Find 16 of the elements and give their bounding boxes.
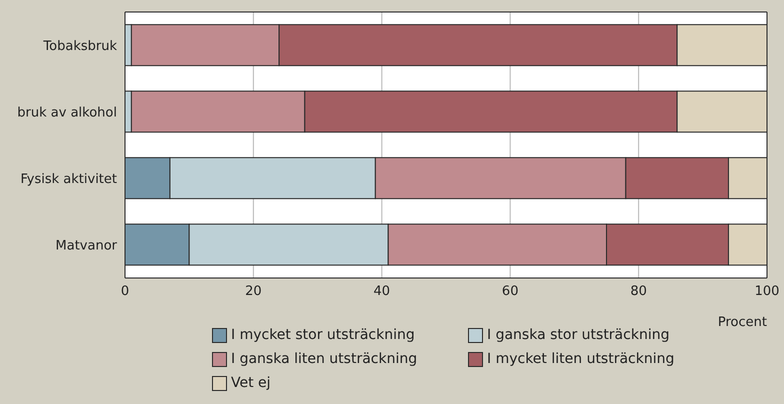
y-tick-label: Fysisk aktivitet: [20, 172, 117, 187]
x-tick-label: 40: [374, 284, 390, 300]
y-tick-label: Matvanor: [56, 238, 118, 254]
x-tick-label: 20: [245, 284, 262, 300]
x-axis-title: Procent: [718, 315, 767, 330]
legend-label: I ganska liten utsträckning: [231, 351, 418, 367]
x-tick-label: 100: [754, 284, 780, 300]
y-tick-label: bruk av alkohol: [17, 105, 117, 120]
legend-label: I mycket stor utsträckning: [231, 327, 415, 343]
x-tick-label: 60: [502, 284, 518, 300]
legend-label: I ganska stor utsträckning: [487, 327, 670, 343]
legend-label: I mycket liten utsträckning: [487, 351, 674, 367]
x-tick-label: 0: [120, 284, 130, 300]
y-tick-label: Tobaksbruk: [42, 38, 118, 54]
x-tick-label: 80: [630, 284, 647, 300]
legend-label: Vet ej: [231, 375, 271, 391]
